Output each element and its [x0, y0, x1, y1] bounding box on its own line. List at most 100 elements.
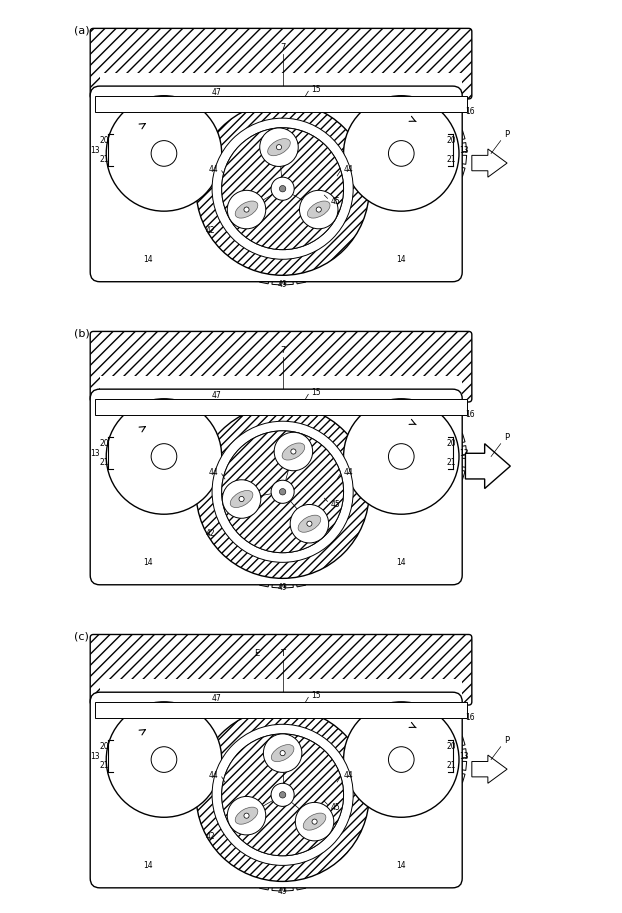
- Polygon shape: [327, 258, 340, 271]
- Polygon shape: [187, 784, 197, 793]
- Polygon shape: [358, 224, 371, 236]
- Circle shape: [196, 102, 369, 276]
- Polygon shape: [98, 446, 107, 455]
- Polygon shape: [338, 772, 347, 782]
- Circle shape: [106, 399, 221, 514]
- Polygon shape: [338, 166, 347, 177]
- Polygon shape: [338, 131, 347, 141]
- Polygon shape: [221, 458, 230, 467]
- Text: 44: 44: [209, 165, 218, 174]
- Polygon shape: [455, 772, 465, 782]
- Polygon shape: [450, 783, 461, 794]
- Polygon shape: [129, 94, 141, 104]
- Text: 44: 44: [343, 771, 353, 780]
- Polygon shape: [336, 761, 345, 771]
- Polygon shape: [367, 468, 378, 478]
- Polygon shape: [188, 506, 198, 516]
- Polygon shape: [435, 100, 446, 111]
- Polygon shape: [129, 809, 141, 819]
- Polygon shape: [272, 395, 281, 405]
- Polygon shape: [248, 399, 259, 411]
- Polygon shape: [455, 469, 465, 479]
- Bar: [95, 399, 466, 415]
- Polygon shape: [213, 177, 224, 188]
- Polygon shape: [165, 694, 175, 703]
- Circle shape: [343, 399, 459, 514]
- Polygon shape: [317, 265, 329, 277]
- Polygon shape: [352, 840, 365, 852]
- Polygon shape: [435, 498, 446, 509]
- Polygon shape: [338, 434, 347, 444]
- Polygon shape: [391, 694, 399, 703]
- Polygon shape: [216, 857, 228, 870]
- Polygon shape: [363, 213, 375, 224]
- Polygon shape: [119, 802, 131, 813]
- Polygon shape: [458, 142, 466, 152]
- Text: 49: 49: [278, 887, 287, 896]
- Polygon shape: [190, 153, 202, 164]
- Text: 7: 7: [280, 346, 285, 355]
- Text: 14: 14: [143, 861, 153, 870]
- Polygon shape: [367, 202, 378, 212]
- Polygon shape: [187, 481, 197, 490]
- Polygon shape: [367, 771, 378, 782]
- Polygon shape: [307, 269, 318, 281]
- Circle shape: [221, 128, 343, 249]
- Circle shape: [196, 708, 369, 881]
- Polygon shape: [190, 760, 202, 771]
- Text: E: E: [254, 649, 259, 658]
- Circle shape: [279, 792, 286, 798]
- Polygon shape: [366, 506, 378, 516]
- Text: 20: 20: [446, 439, 456, 448]
- Polygon shape: [369, 178, 379, 187]
- Bar: [100, 376, 462, 399]
- Polygon shape: [129, 203, 141, 213]
- Polygon shape: [259, 94, 269, 105]
- Text: 13: 13: [459, 449, 468, 457]
- Polygon shape: [213, 783, 224, 794]
- Polygon shape: [213, 422, 224, 433]
- Circle shape: [106, 702, 221, 817]
- Polygon shape: [153, 88, 162, 97]
- Polygon shape: [226, 106, 238, 119]
- Polygon shape: [341, 177, 352, 188]
- Text: 14: 14: [396, 861, 406, 870]
- Polygon shape: [345, 729, 358, 740]
- Polygon shape: [337, 857, 350, 870]
- Polygon shape: [165, 391, 175, 400]
- Polygon shape: [200, 131, 213, 144]
- Polygon shape: [337, 113, 350, 126]
- Polygon shape: [104, 119, 115, 130]
- Polygon shape: [348, 412, 360, 423]
- Polygon shape: [190, 819, 202, 830]
- Polygon shape: [414, 510, 425, 520]
- Polygon shape: [443, 412, 455, 423]
- Polygon shape: [248, 572, 259, 584]
- Circle shape: [343, 96, 459, 211]
- Polygon shape: [129, 506, 141, 516]
- Polygon shape: [337, 416, 350, 429]
- Polygon shape: [187, 165, 198, 175]
- Polygon shape: [336, 458, 345, 467]
- Polygon shape: [455, 434, 465, 444]
- Text: (b): (b): [74, 328, 90, 338]
- Circle shape: [389, 444, 414, 469]
- Polygon shape: [378, 696, 388, 706]
- Text: (a): (a): [74, 26, 90, 36]
- Polygon shape: [111, 187, 122, 198]
- Circle shape: [291, 449, 296, 454]
- Circle shape: [221, 734, 343, 855]
- Circle shape: [151, 141, 177, 166]
- Polygon shape: [104, 480, 115, 491]
- Polygon shape: [425, 94, 436, 104]
- Polygon shape: [352, 738, 365, 750]
- Polygon shape: [443, 793, 455, 804]
- Polygon shape: [337, 554, 350, 567]
- Polygon shape: [450, 177, 461, 188]
- Polygon shape: [153, 816, 162, 825]
- Polygon shape: [435, 707, 446, 718]
- Polygon shape: [236, 265, 248, 277]
- Circle shape: [221, 734, 343, 855]
- Polygon shape: [248, 876, 259, 887]
- Polygon shape: [450, 119, 461, 130]
